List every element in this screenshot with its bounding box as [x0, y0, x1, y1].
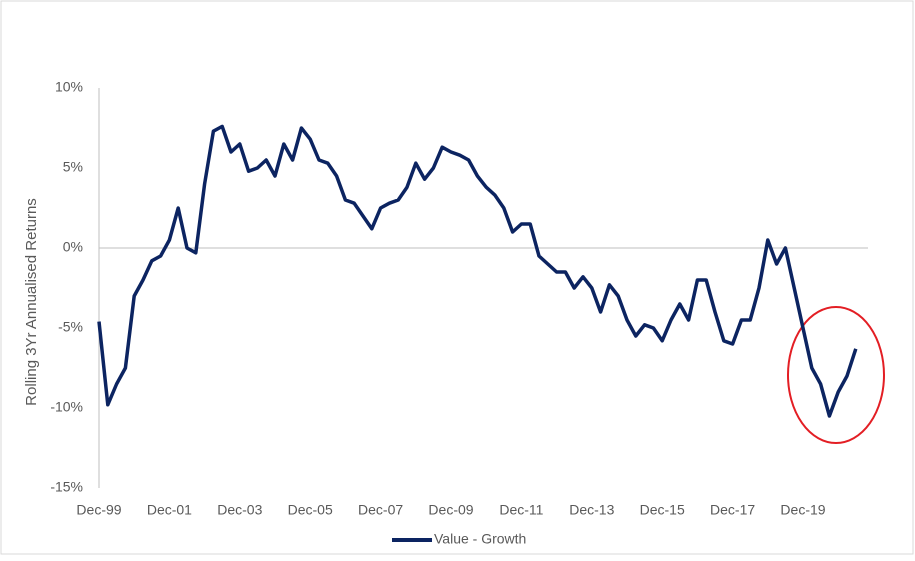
highlight-circle	[787, 306, 885, 444]
x-tick-label: Dec-13	[569, 502, 614, 518]
data-line	[97, 124, 858, 418]
y-tick-label: 5%	[63, 159, 83, 175]
x-tick-label: Dec-99	[76, 502, 121, 518]
x-tick-label: Dec-19	[780, 502, 825, 518]
x-tick-label: Dec-09	[428, 502, 473, 518]
x-tick-label: Dec-17	[710, 502, 755, 518]
y-tick-label: -15%	[50, 479, 83, 495]
x-tick-label: Dec-05	[288, 502, 333, 518]
x-tick-label: Dec-07	[358, 502, 403, 518]
y-tick-label: -5%	[58, 319, 83, 335]
x-tick-label: Dec-11	[499, 502, 543, 518]
y-tick-label: -10%	[50, 399, 83, 415]
y-tick-label: 10%	[55, 79, 83, 95]
legend-label: Value - Growth	[434, 531, 526, 547]
x-tick-label: Dec-03	[217, 502, 262, 518]
x-tick-label: Dec-15	[640, 502, 685, 518]
x-tick-label: Dec-01	[147, 502, 192, 518]
y-axis-title: Rolling 3Yr Annualised Returns	[23, 198, 40, 406]
y-tick-label: 0%	[63, 239, 83, 255]
